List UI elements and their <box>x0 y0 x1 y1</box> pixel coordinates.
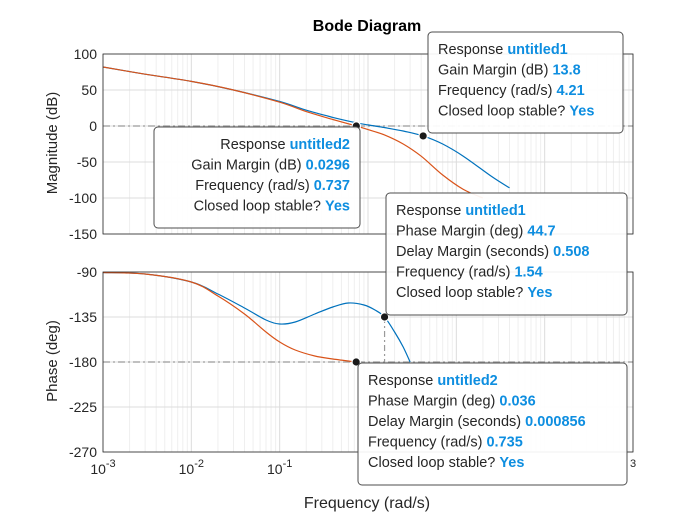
y-tick-label: -50 <box>77 154 97 170</box>
y-tick-label: -225 <box>69 399 97 415</box>
phase-series-untitled2 <box>103 272 357 363</box>
datatip-line: Frequency (rad/s) 0.737 <box>195 178 350 194</box>
datatip-line: Response untitled1 <box>396 203 526 219</box>
datatip-box <box>357 362 628 486</box>
x-tick-label: 3 <box>630 458 636 470</box>
y-tick-label: 100 <box>74 46 98 62</box>
y-tick-label: -150 <box>69 226 97 242</box>
y-tick-label: 0 <box>89 118 97 134</box>
datatip-line: Frequency (rad/s) 1.54 <box>396 265 543 281</box>
datatip-line: Closed loop stable? Yes <box>438 104 594 120</box>
y-tick-label: -90 <box>77 264 97 280</box>
y-tick-label: 50 <box>81 82 97 98</box>
phase-series-untitled1 <box>103 272 411 363</box>
margin-marker-untitled1[interactable] <box>379 312 390 322</box>
datatip-line: Delay Margin (seconds) 0.000856 <box>368 414 586 430</box>
x-tick-label: 10-2 <box>179 458 204 477</box>
x-tick-label: 10-3 <box>90 458 115 477</box>
y-tick-label: -180 <box>69 354 97 370</box>
datatip-line: Frequency (rad/s) 4.21 <box>438 83 585 99</box>
magnitude-axes-box <box>102 53 634 235</box>
chart-title: Bode Diagram <box>313 18 421 35</box>
datatip-line: Phase Margin (deg) 0.036 <box>368 394 536 410</box>
datatip-line: Frequency (rad/s) 0.735 <box>368 435 523 451</box>
datatip-gain-margin-untitled1[interactable]: Response untitled1 Gain Margin (dB) 13.8 F… <box>427 31 624 134</box>
y-axis-label-magnitude: Magnitude (dB) <box>44 92 61 195</box>
datatip-box <box>153 126 361 229</box>
datatip-line: Response untitled1 <box>438 42 568 58</box>
y-tick-label: -100 <box>69 190 97 206</box>
datatip-phase-margin-untitled2[interactable]: Response untitled2 Phase Margin (deg) 0.0… <box>357 362 628 486</box>
datatip-line: Response untitled2 <box>368 373 498 389</box>
x-axis-label: Frequency (rad/s) <box>304 495 430 512</box>
datatip-box <box>427 31 624 134</box>
x-tick-label: 10-1 <box>267 458 292 477</box>
datatip-box <box>385 192 628 316</box>
y-axis-label-phase: Phase (deg) <box>44 320 61 402</box>
y-tick-label: -135 <box>69 309 97 325</box>
datatip-gain-margin-untitled2[interactable]: Response untitled2 Gain Margin (dB) 0.029… <box>153 126 361 229</box>
datatip-line: Closed loop stable? Yes <box>194 199 350 215</box>
datatip-line: Closed loop stable? Yes <box>368 455 524 471</box>
margin-marker-untitled1[interactable] <box>418 131 428 141</box>
datatip-line: Response untitled2 <box>220 137 350 153</box>
datatip-line: Phase Margin (deg) 44.7 <box>396 224 556 240</box>
datatip-line: Gain Margin (dB) 13.8 <box>438 63 581 79</box>
y-tick-label: -270 <box>69 444 97 460</box>
datatip-phase-margin-untitled1[interactable]: Response untitled1 Phase Margin (deg) 44.… <box>385 192 628 316</box>
datatip-line: Closed loop stable? Yes <box>396 285 552 301</box>
margin-marker-untitled2[interactable] <box>351 357 361 367</box>
datatip-line: Delay Margin (seconds) 0.508 <box>396 244 589 260</box>
datatip-line: Gain Margin (dB) 0.0296 <box>191 158 350 174</box>
